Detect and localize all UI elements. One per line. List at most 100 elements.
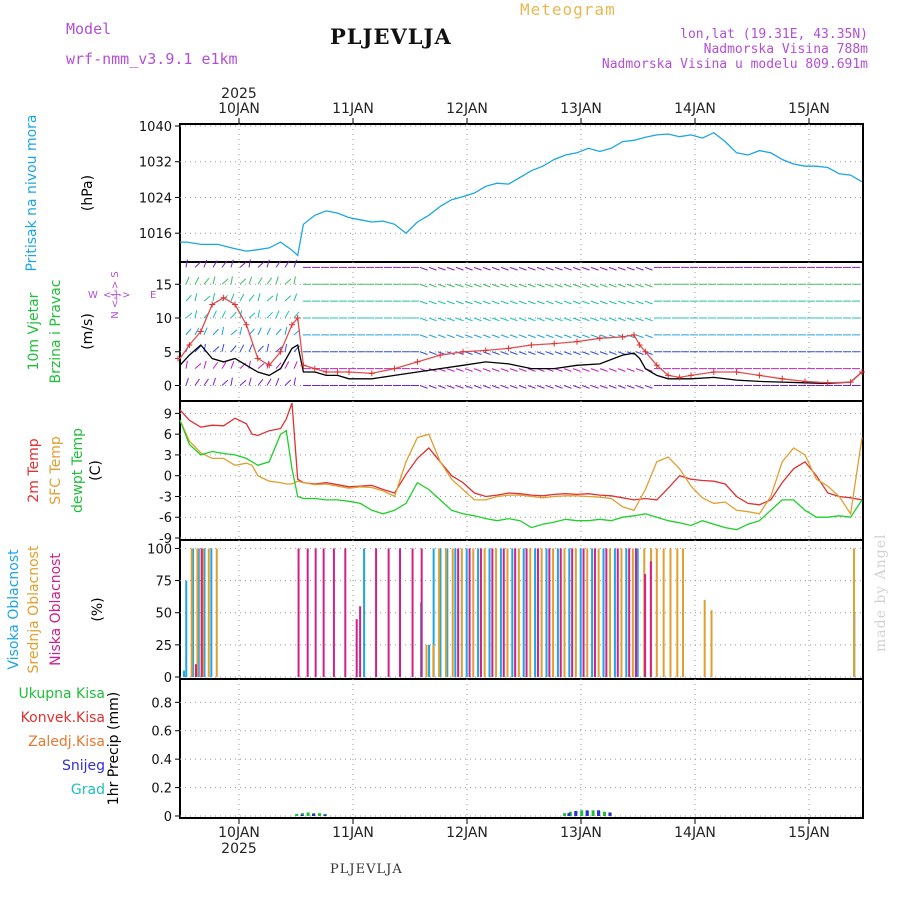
wind-barb [275,293,278,302]
x-tick-label-bottom: 10JAN [218,825,260,841]
x-tick-label-bottom: 11JAN [332,825,374,841]
gust-marker [254,355,261,362]
wind-barb [599,368,608,372]
wind-barb [248,276,253,285]
wind-barb [572,283,581,288]
wind-barb [509,300,518,305]
gust-marker [266,362,273,369]
wind-barb [284,310,290,319]
wind-barb [464,266,473,271]
gust-marker [300,362,307,369]
wind-barb [266,295,274,302]
wind-barb [572,300,581,305]
wind-barb [230,345,237,353]
gust-marker [710,369,717,375]
wind-barb [527,351,536,355]
wind-barb [608,385,617,389]
cloud-bar [399,548,402,677]
wind-barb [230,259,234,268]
y-tick-label: 0.2 [151,782,172,797]
wind-barb [248,344,253,352]
wind-barb [194,293,198,302]
precip-bar [563,813,567,816]
wind-barb [536,385,545,389]
cloud-bar [215,548,218,677]
wind-barb [590,300,599,305]
wind-barb [500,385,509,389]
cloud-bar [534,548,537,677]
y-tick-label: -3 [159,490,172,505]
wind-barb [473,283,482,288]
wind-barb [536,351,545,355]
wind-barb [500,317,509,322]
wind-barb [563,317,572,322]
wind-barb [464,283,473,288]
wind-barb [203,327,208,336]
wind-barb [554,368,563,372]
wind-barb [221,278,229,285]
wind-barb [590,317,599,322]
wind-barb [284,379,292,386]
wind-barb [554,266,563,271]
wind-barb [464,368,473,372]
wind-barb [482,334,491,339]
cloud-bar [710,610,713,677]
y-axis-title-temperature: SFC Temp [48,436,64,505]
cloud-bar [517,548,520,677]
wind-barb [257,310,261,319]
cloud-bar [522,548,525,677]
wind-barb [581,351,590,355]
wind-barb [203,259,208,268]
wind-barb [257,363,265,370]
wind-barb [194,362,202,370]
panel-frame-precip [179,678,864,819]
wind-barb [590,283,599,288]
wind-barb [446,385,455,389]
cloud-bar [488,548,491,677]
wind-barb [626,300,635,305]
wind-barb [446,283,455,288]
y-axis-title-precip: 1hr Precip (mm) [106,692,122,805]
cloud-bar [425,644,428,677]
gust-marker [636,342,643,348]
precip-bar [306,812,310,816]
gust-marker [779,375,786,382]
cloud-bar [548,548,551,677]
wind-barb [599,300,608,305]
wind-barb [572,334,581,339]
wind-barb [194,378,200,386]
gust-marker [175,355,181,362]
wind-barb [203,378,209,386]
wind-barb [617,351,626,355]
wind-barb [545,334,554,339]
gust-marker [460,348,466,355]
precip-legend-item: Zaledj.Kisa [28,734,105,750]
y-axis-title-pressure: Pritisak na nivou mora [24,114,40,271]
cloud-bar [428,644,431,677]
wind-barb [617,266,626,271]
cloud-bar [468,548,471,677]
wind-barb [419,351,428,355]
wind-compass: N <-|-> S W E <-|-> [88,271,156,319]
gust-marker [414,358,421,365]
gust-marker [220,294,227,301]
wind-barb [419,266,428,271]
wind-barb [608,368,617,372]
precip-legend-item: Konvek.Kisa [21,710,105,726]
cloud-bar [297,548,300,677]
wind-barb [581,283,590,288]
cloud-bar [586,548,589,677]
precip-bar [323,814,327,816]
wind-barb [194,276,200,285]
y-tick-label: 10 [155,312,172,327]
wind-barb [248,377,252,386]
wind-barb [221,379,229,386]
wind-barb [518,300,527,305]
cloud-bar [197,548,200,677]
gust-marker [277,348,284,355]
wind-barb [185,360,188,369]
x-tick-label-top: 15JAN [788,101,830,117]
wind-barb [284,361,290,369]
cloud-bar [676,548,679,677]
wind-barb [590,351,599,355]
